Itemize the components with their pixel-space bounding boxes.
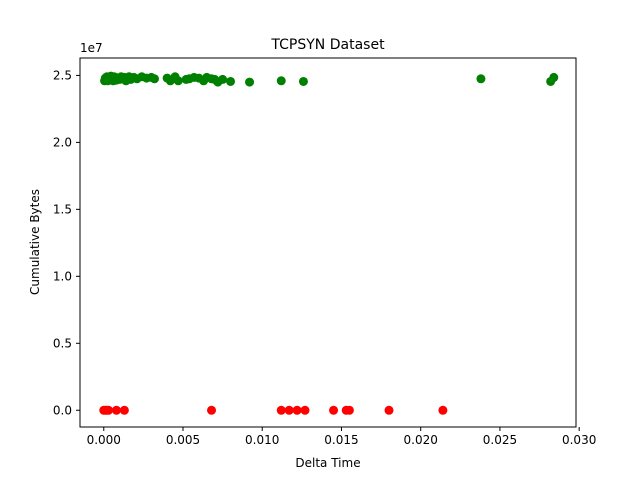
y-tick-label: 1.5 bbox=[53, 202, 72, 216]
y-axis: 0.0 0.5 1.0 1.5 2.0 2.5 bbox=[53, 68, 80, 417]
y-tick-label: 2.0 bbox=[53, 135, 72, 149]
scatter-point-s1-8 bbox=[284, 405, 294, 415]
scatter-point-s1-4 bbox=[111, 405, 121, 415]
x-tick-label: 0.010 bbox=[245, 433, 279, 447]
scatter-point-s1-15 bbox=[438, 405, 448, 415]
scatter-point-s1-11 bbox=[329, 405, 339, 415]
data-points bbox=[99, 71, 559, 415]
scatter-point-s0-30 bbox=[149, 74, 159, 84]
x-axis: 0.000 0.005 0.010 0.015 0.020 0.025 0.030 bbox=[87, 427, 596, 447]
scatter-point-s1-13 bbox=[344, 405, 354, 415]
scatter-point-s0-34 bbox=[173, 76, 183, 86]
scatter-point-s1-14 bbox=[384, 405, 394, 415]
x-tick-label: 0.000 bbox=[87, 433, 121, 447]
x-tick-label: 0.020 bbox=[404, 433, 438, 447]
x-tick-label: 0.025 bbox=[483, 433, 517, 447]
scatter-point-s0-49 bbox=[476, 74, 486, 84]
scatter-point-s1-9 bbox=[292, 405, 302, 415]
chart-title: TCPSYN Dataset bbox=[270, 37, 385, 53]
y-tick-label: 0.0 bbox=[53, 403, 72, 417]
y-tick-label: 0.5 bbox=[53, 336, 72, 350]
scatter-point-s1-5 bbox=[119, 405, 129, 415]
scatter-point-s1-6 bbox=[207, 405, 217, 415]
scatter-point-s1-7 bbox=[276, 405, 286, 415]
scatter-point-s0-45 bbox=[226, 76, 236, 86]
scatter-point-s0-48 bbox=[298, 76, 308, 86]
x-tick-label: 0.030 bbox=[562, 433, 596, 447]
scatter-point-s0-44 bbox=[218, 74, 228, 84]
scatter-point-s0-51 bbox=[549, 72, 559, 82]
y-tick-label: 1.0 bbox=[53, 269, 72, 283]
x-tick-label: 0.015 bbox=[324, 433, 358, 447]
y-axis-title: Cumulative Bytes bbox=[28, 189, 42, 295]
x-axis-title: Delta Time bbox=[295, 456, 360, 470]
plot-area-frame bbox=[79, 57, 577, 428]
scatter-point-s0-47 bbox=[276, 76, 286, 86]
x-tick-label: 0.005 bbox=[166, 433, 200, 447]
y-offset-label: 1e7 bbox=[80, 41, 103, 55]
scatter-point-s0-46 bbox=[245, 77, 255, 87]
y-tick-label: 2.5 bbox=[53, 68, 72, 82]
scatter-point-s1-10 bbox=[300, 405, 310, 415]
scatter-point-s1-3 bbox=[104, 405, 114, 415]
